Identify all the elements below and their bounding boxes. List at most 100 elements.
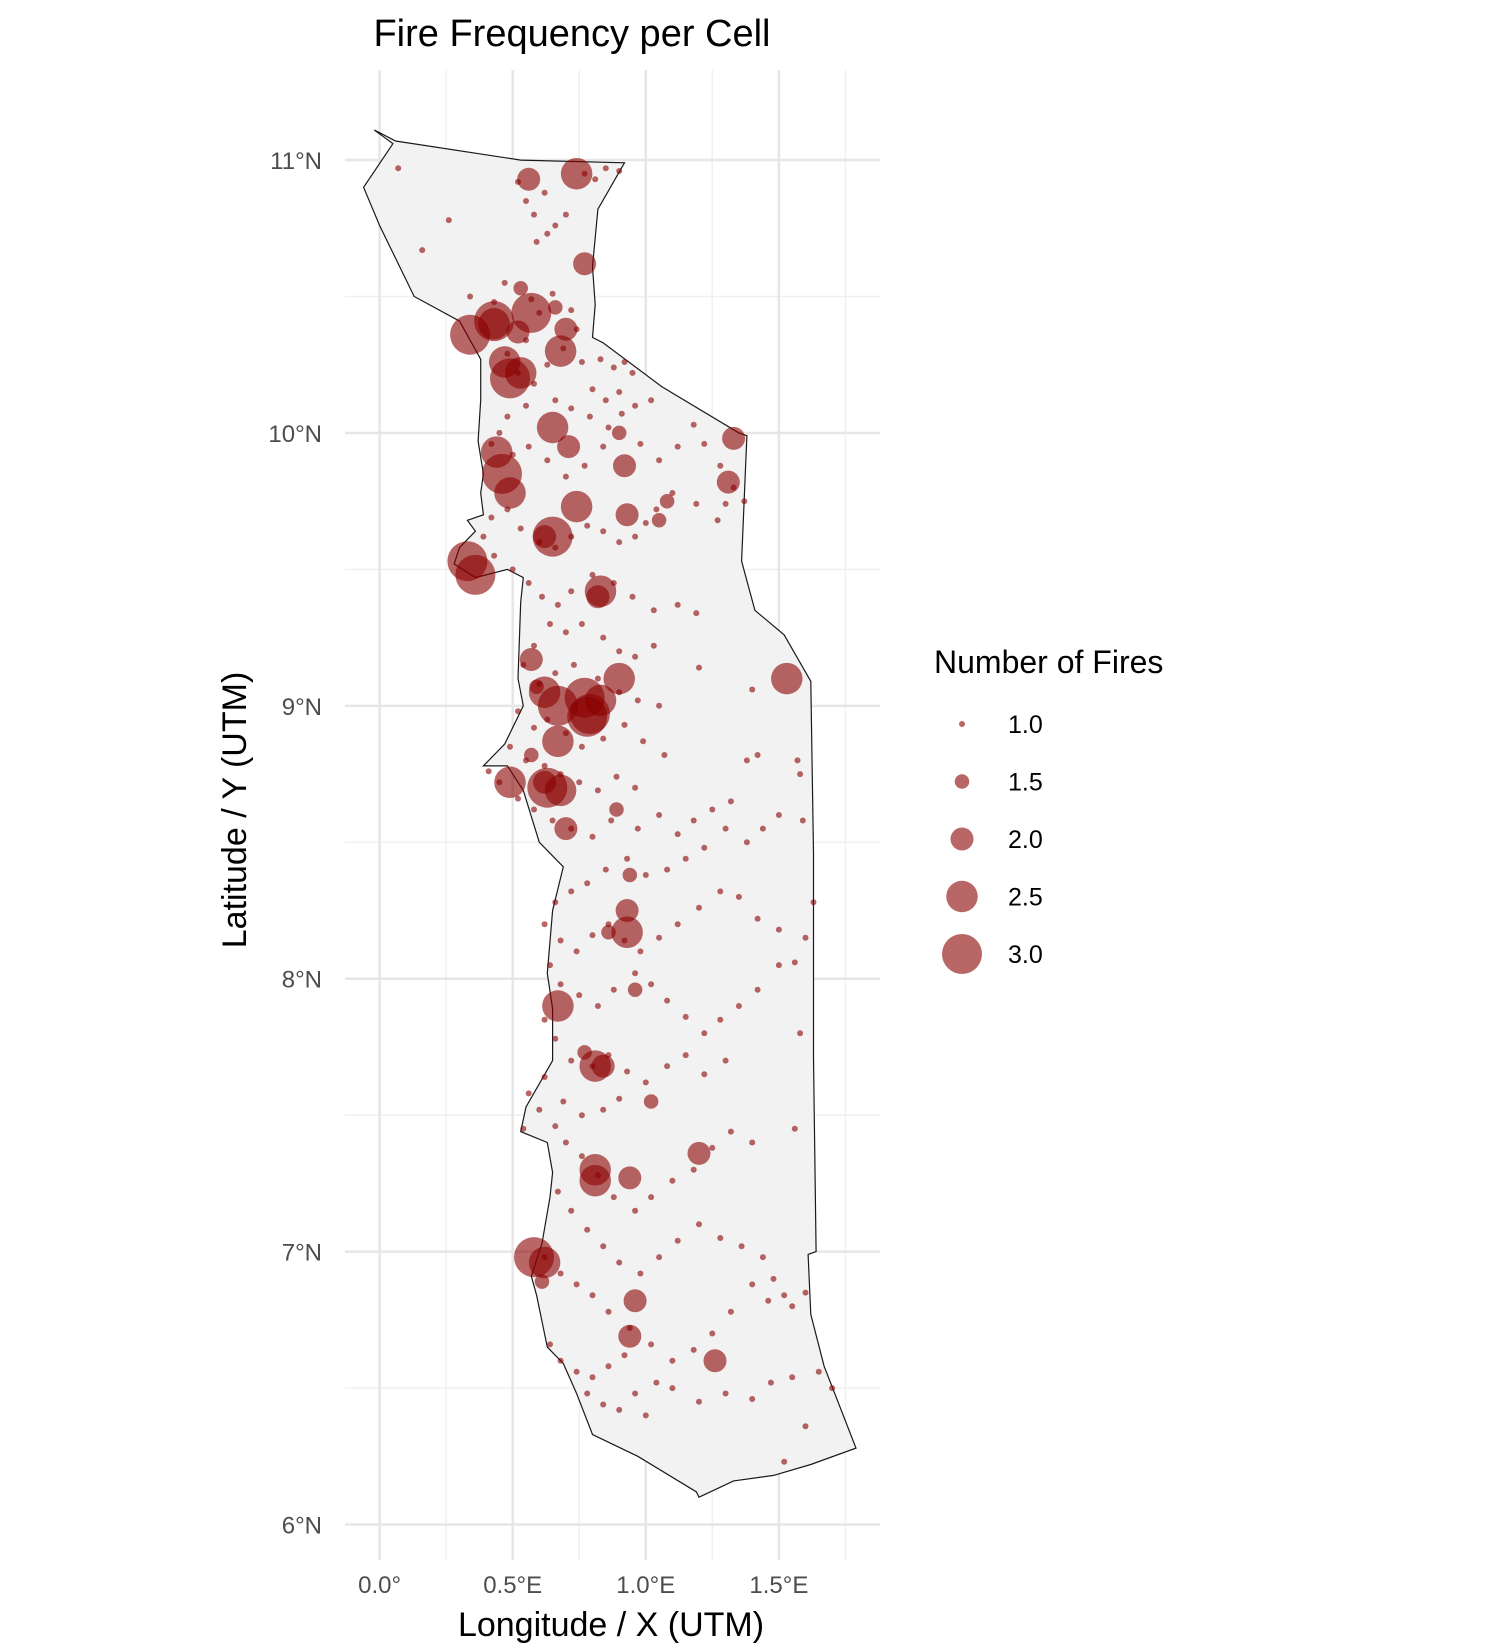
fire-point <box>815 1368 822 1375</box>
fire-point <box>775 812 782 818</box>
fire-point <box>602 397 609 404</box>
fire-point <box>541 921 548 928</box>
fire-point <box>637 948 644 955</box>
fire-point <box>511 292 552 333</box>
fire-point <box>656 457 663 464</box>
legend-label: 1.0 <box>1008 711 1043 739</box>
fire-point <box>544 361 551 368</box>
fire-point <box>616 1259 623 1266</box>
fire-point <box>743 839 750 846</box>
fire-point <box>610 986 617 993</box>
fire-point <box>749 1396 756 1402</box>
fire-point <box>650 642 657 649</box>
fire-point <box>594 1003 601 1009</box>
fire-point <box>669 1357 676 1364</box>
fire-point <box>648 397 655 404</box>
fire-point <box>594 787 601 794</box>
fire-point <box>517 167 541 191</box>
fire-point <box>749 1281 756 1288</box>
fire-point <box>576 992 583 999</box>
fire-point <box>578 1153 585 1160</box>
fire-point <box>541 189 548 196</box>
fire-point <box>789 1374 796 1381</box>
fire-point <box>632 1207 639 1214</box>
legend-label: 2.0 <box>1008 826 1043 854</box>
fire-point <box>642 1412 649 1419</box>
fire-point <box>615 503 639 527</box>
fire-point <box>627 982 643 997</box>
fire-point <box>664 1063 671 1070</box>
fire-point <box>799 817 806 824</box>
fire-point <box>615 899 639 922</box>
fire-point <box>570 661 577 668</box>
fire-point <box>552 222 559 229</box>
fire-point <box>674 921 681 928</box>
fire-point <box>687 1141 711 1165</box>
fire-point <box>557 981 564 988</box>
fire-point <box>693 610 700 617</box>
fire-point <box>735 893 742 900</box>
fire-point <box>531 806 537 813</box>
fire-point <box>482 453 522 494</box>
fire-point <box>759 1254 766 1261</box>
fire-point <box>568 588 575 595</box>
fire-point <box>640 738 647 745</box>
fire-point <box>717 1016 724 1023</box>
fire-point <box>682 1013 689 1020</box>
fire-point <box>552 670 559 677</box>
fire-point <box>613 454 636 478</box>
fire-point <box>589 932 596 939</box>
fire-point <box>703 1349 727 1373</box>
fire-point <box>775 962 782 969</box>
fire-point <box>623 1289 647 1313</box>
fire-point <box>600 1106 607 1113</box>
fire-point <box>722 1057 729 1064</box>
fire-point <box>581 462 588 469</box>
fire-point <box>632 653 639 660</box>
fire-point <box>682 1052 689 1059</box>
fire-point <box>610 364 617 371</box>
fire-point <box>557 1270 564 1277</box>
fire-point <box>515 795 521 802</box>
fire-point <box>547 962 553 969</box>
fire-point <box>802 934 809 941</box>
fire-point <box>544 335 577 367</box>
fire-point <box>696 1398 702 1405</box>
fire-point <box>541 1016 548 1023</box>
x-tick-label: 1.0°E <box>616 1572 675 1599</box>
fire-point <box>602 866 609 873</box>
legend-swatch <box>950 827 974 851</box>
fire-point <box>611 425 627 441</box>
fire-point <box>519 648 543 671</box>
y-tick-label: 6°N <box>282 1513 322 1540</box>
fire-point <box>539 593 545 600</box>
fire-point <box>616 1406 623 1413</box>
legend-swatch <box>942 934 982 974</box>
fire-point <box>701 1030 708 1037</box>
fire-point <box>722 1390 729 1397</box>
legend-title: Number of Fires <box>934 644 1163 680</box>
fire-point <box>523 402 529 409</box>
fire-point <box>586 413 593 420</box>
fire-point <box>693 500 700 507</box>
fire-point <box>716 470 740 494</box>
fire-point <box>509 566 516 573</box>
fire-point <box>578 359 585 365</box>
fire-point <box>674 443 681 450</box>
fire-point <box>568 888 575 895</box>
fire-point <box>609 802 624 817</box>
fire-point <box>767 1379 774 1386</box>
fire-point <box>557 1357 564 1364</box>
legend-swatch <box>954 774 970 789</box>
fire-point <box>661 752 668 758</box>
fire-point <box>536 1106 543 1113</box>
fire-point <box>637 1270 644 1277</box>
fire-point <box>624 1068 631 1075</box>
fire-point <box>759 825 766 832</box>
fire-point <box>632 784 639 791</box>
fire-point <box>669 1177 676 1184</box>
y-axis-title: Latitude / Y (UTM) <box>216 672 254 949</box>
fire-point <box>717 1235 724 1241</box>
fire-point <box>533 238 540 245</box>
fire-point <box>621 1352 628 1359</box>
